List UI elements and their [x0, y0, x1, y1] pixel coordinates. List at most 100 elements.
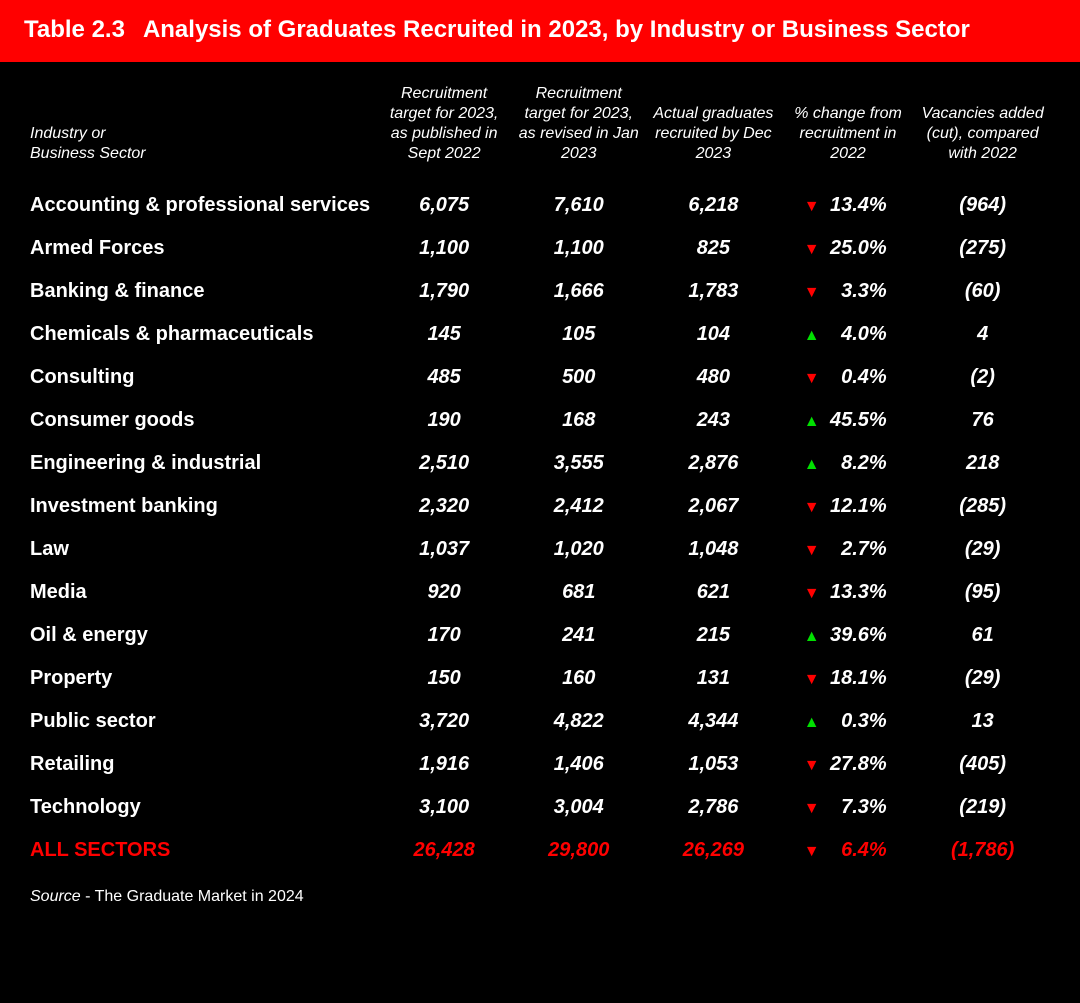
arrow-down-icon: ▼	[801, 198, 823, 216]
arrow-down-icon: ▼	[801, 757, 823, 775]
cell-sector: Law	[30, 528, 377, 571]
cell-target-jan: 160	[511, 657, 646, 700]
cell-vacancies: 13	[915, 700, 1050, 743]
cell-change: ▼7.3%	[781, 786, 916, 829]
source-line: Source - The Graduate Market in 2024	[30, 872, 1050, 906]
table-row: Banking & finance1,7901,6661,783▼3.3%(60…	[30, 270, 1050, 313]
table-row: Armed Forces1,1001,100825▼25.0%(275)	[30, 227, 1050, 270]
col-header-target-jan: Recruitment target for 2023, as revised …	[511, 72, 646, 184]
cell-sector: ALL SECTORS	[30, 829, 377, 872]
change-value: 12.1%	[827, 495, 887, 518]
column-header-row: Industry orBusiness Sector Recruitment t…	[30, 72, 1050, 184]
cell-actual: 2,067	[646, 485, 781, 528]
cell-sector: Public sector	[30, 700, 377, 743]
cell-sector: Engineering & industrial	[30, 442, 377, 485]
cell-actual: 1,783	[646, 270, 781, 313]
arrow-up-icon: ▲	[801, 456, 823, 474]
source-text: - The Graduate Market in 2024	[81, 888, 304, 905]
cell-change: ▼0.4%	[781, 356, 916, 399]
arrow-up-icon: ▲	[801, 714, 823, 732]
change-value: 7.3%	[827, 796, 887, 819]
cell-target-jan: 3,555	[511, 442, 646, 485]
cell-vacancies: 4	[915, 313, 1050, 356]
cell-target-jan: 241	[511, 614, 646, 657]
change-value: 39.6%	[827, 624, 887, 647]
cell-target-sept: 190	[377, 399, 512, 442]
table-title: Analysis of Graduates Recruited in 2023,…	[143, 16, 970, 44]
cell-target-jan: 1,100	[511, 227, 646, 270]
change-value: 25.0%	[827, 237, 887, 260]
cell-vacancies: 218	[915, 442, 1050, 485]
change-value: 3.3%	[827, 280, 887, 303]
change-value: 6.4%	[827, 839, 887, 862]
cell-actual: 621	[646, 571, 781, 614]
cell-actual: 2,876	[646, 442, 781, 485]
cell-vacancies: (95)	[915, 571, 1050, 614]
cell-vacancies: (219)	[915, 786, 1050, 829]
change-value: 2.7%	[827, 538, 887, 561]
cell-actual: 243	[646, 399, 781, 442]
cell-target-sept: 920	[377, 571, 512, 614]
cell-change: ▼18.1%	[781, 657, 916, 700]
col-header-actual: Actual graduates recruited by Dec 2023	[646, 72, 781, 184]
cell-actual: 131	[646, 657, 781, 700]
cell-vacancies: (60)	[915, 270, 1050, 313]
cell-actual: 6,218	[646, 184, 781, 227]
cell-change: ▼13.3%	[781, 571, 916, 614]
col-header-vacancies: Vacancies added (cut), compared with 202…	[915, 72, 1050, 184]
cell-vacancies: (29)	[915, 528, 1050, 571]
cell-target-jan: 1,406	[511, 743, 646, 786]
cell-change: ▼13.4%	[781, 184, 916, 227]
cell-sector: Property	[30, 657, 377, 700]
table-row: Chemicals & pharmaceuticals145105104▲4.0…	[30, 313, 1050, 356]
cell-target-jan: 500	[511, 356, 646, 399]
cell-target-jan: 7,610	[511, 184, 646, 227]
change-value: 13.4%	[827, 194, 887, 217]
col-header-sector: Industry orBusiness Sector	[30, 72, 377, 184]
col-header-change: % change from recruitment in 2022	[781, 72, 916, 184]
cell-sector: Investment banking	[30, 485, 377, 528]
arrow-down-icon: ▼	[801, 370, 823, 388]
arrow-down-icon: ▼	[801, 843, 823, 861]
cell-vacancies: (29)	[915, 657, 1050, 700]
cell-change: ▼2.7%	[781, 528, 916, 571]
cell-target-sept: 6,075	[377, 184, 512, 227]
table-row: Public sector3,7204,8224,344▲0.3%13	[30, 700, 1050, 743]
arrow-down-icon: ▼	[801, 800, 823, 818]
cell-target-sept: 1,916	[377, 743, 512, 786]
cell-vacancies: (2)	[915, 356, 1050, 399]
cell-actual: 104	[646, 313, 781, 356]
cell-change: ▲0.3%	[781, 700, 916, 743]
change-value: 8.2%	[827, 452, 887, 475]
cell-target-sept: 145	[377, 313, 512, 356]
cell-sector: Consumer goods	[30, 399, 377, 442]
cell-target-sept: 1,037	[377, 528, 512, 571]
table-row: Consulting485500480▼0.4%(2)	[30, 356, 1050, 399]
cell-change: ▼3.3%	[781, 270, 916, 313]
cell-sector: Technology	[30, 786, 377, 829]
table-row: Media920681621▼13.3%(95)	[30, 571, 1050, 614]
total-row: ALL SECTORS26,42829,80026,269▼6.4%(1,786…	[30, 829, 1050, 872]
cell-target-sept: 1,790	[377, 270, 512, 313]
table-row: Investment banking2,3202,4122,067▼12.1%(…	[30, 485, 1050, 528]
cell-target-sept: 3,100	[377, 786, 512, 829]
arrow-up-icon: ▲	[801, 413, 823, 431]
cell-change: ▲4.0%	[781, 313, 916, 356]
cell-target-jan: 2,412	[511, 485, 646, 528]
cell-vacancies: (964)	[915, 184, 1050, 227]
cell-vacancies: (405)	[915, 743, 1050, 786]
cell-vacancies: (275)	[915, 227, 1050, 270]
cell-sector: Retailing	[30, 743, 377, 786]
cell-actual: 1,053	[646, 743, 781, 786]
cell-vacancies: 61	[915, 614, 1050, 657]
arrow-up-icon: ▲	[801, 628, 823, 646]
table-row: Accounting & professional services6,0757…	[30, 184, 1050, 227]
cell-target-jan: 4,822	[511, 700, 646, 743]
cell-target-jan: 681	[511, 571, 646, 614]
cell-sector: Chemicals & pharmaceuticals	[30, 313, 377, 356]
arrow-down-icon: ▼	[801, 284, 823, 302]
change-value: 0.3%	[827, 710, 887, 733]
cell-target-jan: 3,004	[511, 786, 646, 829]
col-header-target-sept: Recruitment target for 2023, as publishe…	[377, 72, 512, 184]
table-row: Technology3,1003,0042,786▼7.3%(219)	[30, 786, 1050, 829]
